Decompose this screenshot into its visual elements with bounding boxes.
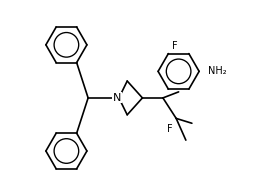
Text: F: F [172, 41, 178, 51]
Text: NH₂: NH₂ [207, 66, 226, 76]
Text: N: N [113, 93, 121, 103]
Text: F: F [167, 124, 173, 134]
